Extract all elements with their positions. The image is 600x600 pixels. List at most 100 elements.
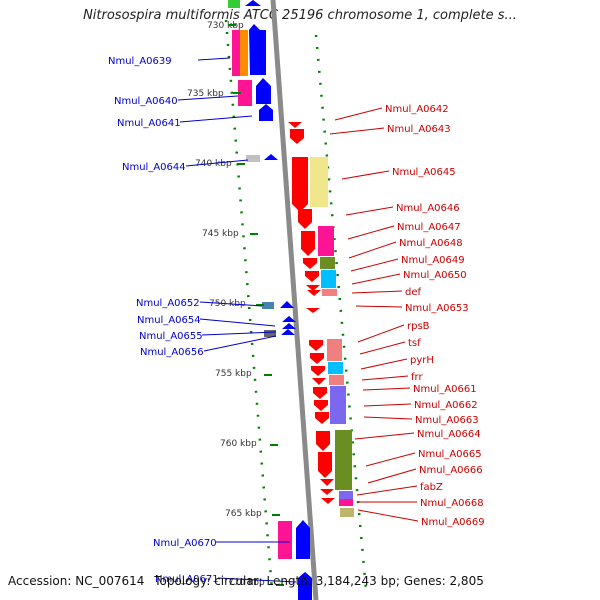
right-label-leader bbox=[359, 341, 406, 355]
right-gene-label: Nmul_A0649 bbox=[401, 255, 465, 266]
right-gene-label: Nmul_A0648 bbox=[399, 238, 463, 249]
left-label-leader bbox=[185, 159, 249, 167]
feature-arrow bbox=[298, 572, 312, 600]
left-gene-label: Nmul_A0655 bbox=[139, 331, 203, 342]
right-gene-label: Nmul_A0643 bbox=[387, 124, 451, 135]
accession-text: Accession: NC_007614 bbox=[8, 574, 145, 588]
right-gene-label: Nmul_A0665 bbox=[418, 449, 482, 460]
right-gene-label: Nmul_A0646 bbox=[396, 203, 460, 214]
left-label-leader bbox=[177, 95, 239, 101]
right-gene-label: Nmul_A0663 bbox=[415, 415, 479, 426]
topology-text: Topology: circular; Length: 3,184,243 bp… bbox=[154, 574, 484, 588]
feature-arrow bbox=[292, 157, 308, 212]
left-gene-label: Nmul_A0640 bbox=[114, 96, 178, 107]
feature-box bbox=[238, 80, 252, 106]
right-gene-label: Nmul_A0647 bbox=[397, 222, 461, 233]
feature-box bbox=[310, 157, 328, 207]
feature-arrow bbox=[256, 78, 271, 104]
feature-box bbox=[262, 302, 274, 309]
feature-box bbox=[330, 386, 346, 424]
right-label-leader bbox=[363, 403, 412, 407]
right-label-leader bbox=[329, 127, 385, 135]
right-label-leader bbox=[361, 375, 409, 381]
forward-features bbox=[228, 0, 312, 600]
left-label-leader bbox=[199, 318, 276, 327]
feature-arrow bbox=[298, 209, 312, 229]
left-gene-label: Nmul_A0652 bbox=[136, 298, 200, 309]
right-label-leader bbox=[367, 468, 417, 484]
feature-box bbox=[340, 508, 354, 517]
right-gene-label: Nmul_A0669 bbox=[421, 517, 485, 528]
scale-label: 755 kbp bbox=[215, 369, 252, 379]
feature-arrow bbox=[282, 316, 296, 322]
right-gene-label: Nmul_A0662 bbox=[414, 400, 478, 411]
right-label-leader bbox=[350, 258, 399, 272]
feature-arrow bbox=[259, 104, 273, 121]
feature-box bbox=[278, 521, 292, 559]
feature-arrow bbox=[307, 290, 321, 296]
right-label-leader bbox=[362, 387, 411, 391]
right-gene-label: Nmul_A0664 bbox=[417, 429, 481, 440]
feature-arrow bbox=[288, 122, 302, 128]
feature-arrow bbox=[318, 452, 332, 478]
feature-arrow bbox=[249, 24, 266, 75]
feature-arrow bbox=[306, 308, 320, 313]
right-label-leader bbox=[345, 206, 394, 216]
scale-label: 770 kbp bbox=[228, 578, 265, 588]
left-label-group: Nmul_A0639 Nmul_A0640 Nmul_A0641 Nmul_A0644… bbox=[108, 56, 297, 585]
feature-arrow bbox=[320, 479, 334, 486]
feature-box bbox=[322, 289, 337, 296]
left-label-leader bbox=[217, 577, 297, 583]
right-label-leader bbox=[356, 485, 418, 496]
right-label-leader bbox=[355, 305, 403, 308]
feature-box bbox=[246, 155, 260, 162]
feature-arrow bbox=[306, 285, 320, 291]
left-gene-label: Nmul_A0656 bbox=[140, 347, 204, 358]
right-gene-label: Nmul_A0645 bbox=[392, 167, 456, 178]
feature-arrow bbox=[311, 366, 325, 376]
feature-box bbox=[228, 0, 240, 8]
right-gene-label: def bbox=[405, 287, 422, 298]
feature-box bbox=[318, 226, 334, 256]
right-gene-label: pyrH bbox=[410, 355, 434, 366]
feature-box bbox=[240, 30, 248, 76]
right-label-leader bbox=[334, 107, 383, 121]
feature-arrow bbox=[282, 323, 296, 329]
left-gene-label: Nmul_A0670 bbox=[153, 538, 217, 549]
feature-box bbox=[232, 30, 242, 76]
feature-arrow bbox=[312, 378, 326, 385]
left-label-leader bbox=[203, 335, 277, 352]
left-gene-label: Nmul_A0654 bbox=[137, 315, 201, 326]
feature-box bbox=[335, 430, 352, 490]
right-label-leader bbox=[341, 170, 390, 180]
genome-backbone bbox=[270, 0, 319, 600]
scale-label: 745 kbp bbox=[202, 229, 239, 239]
feature-box bbox=[320, 257, 335, 269]
right-label-leader bbox=[351, 273, 401, 285]
feature-arrow bbox=[264, 154, 278, 160]
left-gene-label: Nmul_A0639 bbox=[108, 56, 172, 67]
right-gene-label: Nmul_A0642 bbox=[385, 104, 449, 115]
feature-arrow bbox=[245, 0, 261, 6]
feature-arrow bbox=[309, 340, 323, 351]
right-label-group: Nmul_A0642 Nmul_A0643 Nmul_A0645 Nmul_A0646… bbox=[329, 104, 485, 528]
right-gene-label: frr bbox=[411, 372, 423, 383]
left-label-leader bbox=[199, 301, 263, 307]
right-gene-label: Nmul_A0650 bbox=[403, 270, 467, 281]
feature-arrow bbox=[296, 520, 310, 559]
feature-arrow bbox=[303, 258, 317, 269]
scale-label: 740 kbp bbox=[195, 159, 232, 169]
feature-arrow bbox=[321, 498, 335, 504]
scale-label: 735 kbp bbox=[187, 89, 224, 99]
right-label-leader bbox=[357, 324, 405, 343]
right-label-leader bbox=[354, 432, 415, 440]
feature-arrow bbox=[301, 231, 315, 256]
right-label-leader bbox=[357, 509, 419, 522]
left-gene-label: Nmul_A0671 bbox=[155, 574, 219, 585]
feature-arrow bbox=[281, 329, 295, 335]
right-label-leader bbox=[365, 452, 416, 467]
feature-arrow bbox=[313, 387, 327, 399]
feature-arrow bbox=[310, 353, 324, 364]
footer: Accession: NC_007614 Topology: circular;… bbox=[8, 574, 490, 588]
scale-label: 730 kbp bbox=[207, 21, 244, 31]
